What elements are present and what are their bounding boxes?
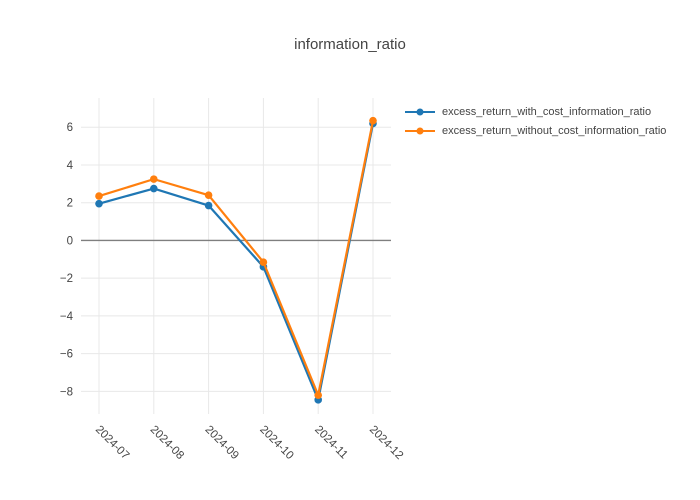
svg-text:2024-10: 2024-10 (257, 424, 295, 462)
svg-text:−2: −2 (60, 273, 73, 285)
legend-line-marker-icon (405, 127, 435, 135)
legend-line-marker-icon (405, 108, 435, 116)
legend-label-without-cost: excess_return_without_cost_information_r… (442, 125, 667, 137)
svg-text:−6: −6 (60, 349, 73, 361)
svg-text:2024-07: 2024-07 (93, 424, 131, 462)
svg-text:0: 0 (67, 235, 73, 247)
legend-item-without-cost[interactable]: excess_return_without_cost_information_r… (405, 124, 666, 138)
svg-text:4: 4 (67, 160, 74, 172)
legend-item-with-cost[interactable]: excess_return_with_cost_information_rati… (405, 105, 666, 119)
svg-text:2024-12: 2024-12 (367, 424, 405, 462)
legend: excess_return_with_cost_information_rati… (405, 105, 666, 138)
svg-text:−4: −4 (60, 311, 74, 323)
chart-title: information_ratio (294, 36, 406, 53)
svg-text:6: 6 (67, 122, 73, 134)
svg-text:−8: −8 (60, 386, 73, 398)
svg-text:2024-09: 2024-09 (202, 424, 240, 462)
svg-text:2024-08: 2024-08 (148, 424, 186, 462)
svg-text:2: 2 (67, 198, 73, 210)
legend-label-with-cost: excess_return_with_cost_information_rati… (442, 106, 652, 118)
svg-text:2024-11: 2024-11 (312, 424, 350, 462)
